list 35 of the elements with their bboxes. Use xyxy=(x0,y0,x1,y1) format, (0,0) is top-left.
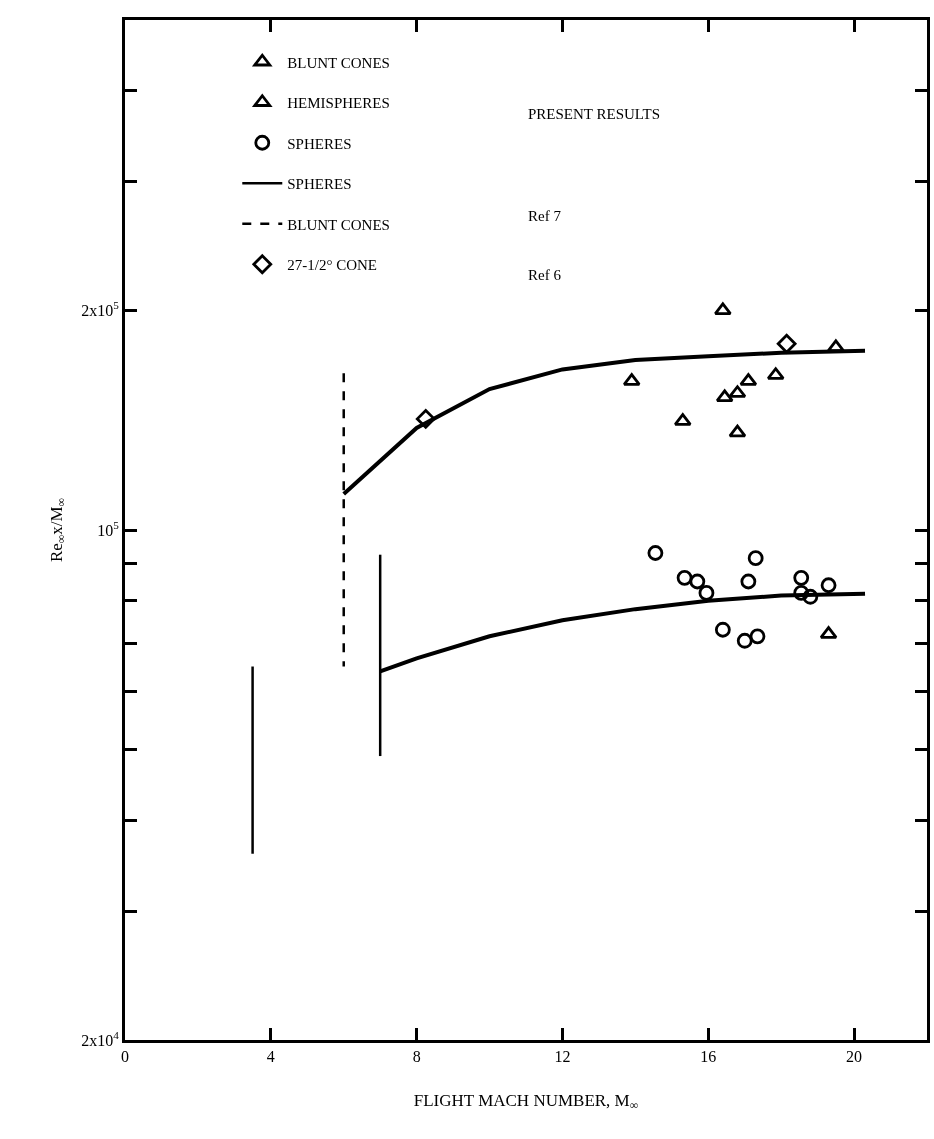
annotation: PRESENT RESULTS xyxy=(528,106,661,122)
legend-label: SPHERES xyxy=(287,176,352,193)
legend-label: BLUNT CONES xyxy=(287,54,390,71)
point xyxy=(736,632,753,649)
legend-label: BLUNT CONES xyxy=(287,216,390,233)
point xyxy=(747,550,764,567)
point xyxy=(714,621,731,638)
point xyxy=(676,569,693,586)
point xyxy=(740,573,757,590)
x-tick-label: 12 xyxy=(554,1048,571,1066)
point xyxy=(647,545,664,561)
point xyxy=(415,409,436,429)
point xyxy=(793,569,810,586)
y-tick-label: 10$^{5}$ xyxy=(97,518,120,539)
x-tick-label: 8 xyxy=(412,1048,421,1066)
annotation: Ref 7 xyxy=(528,208,562,224)
y-tick-label: 2x10$^{5}$ xyxy=(81,299,120,319)
x-tick-label: 4 xyxy=(266,1048,275,1066)
legend-label: SPHERES xyxy=(287,135,352,152)
legend-label: HEMISPHERES xyxy=(287,95,390,112)
x-axis-title: FLIGHT MACH NUMBER, M$_{∞}$ xyxy=(413,1090,639,1113)
x-tick-label: 20 xyxy=(846,1048,863,1066)
point xyxy=(749,628,766,645)
x-tick-label: 0 xyxy=(121,1048,129,1066)
point xyxy=(793,584,810,601)
annotation: Ref 6 xyxy=(528,267,562,283)
point xyxy=(820,577,837,594)
point xyxy=(728,424,747,438)
point xyxy=(698,584,715,601)
y-tick-label: 2x10$^{4}$ xyxy=(81,1028,120,1049)
legend-label: 27-1/2° CONE xyxy=(287,257,378,274)
point xyxy=(689,573,706,590)
point xyxy=(802,588,819,605)
point xyxy=(776,333,797,354)
x-tick-label: 16 xyxy=(700,1048,717,1066)
